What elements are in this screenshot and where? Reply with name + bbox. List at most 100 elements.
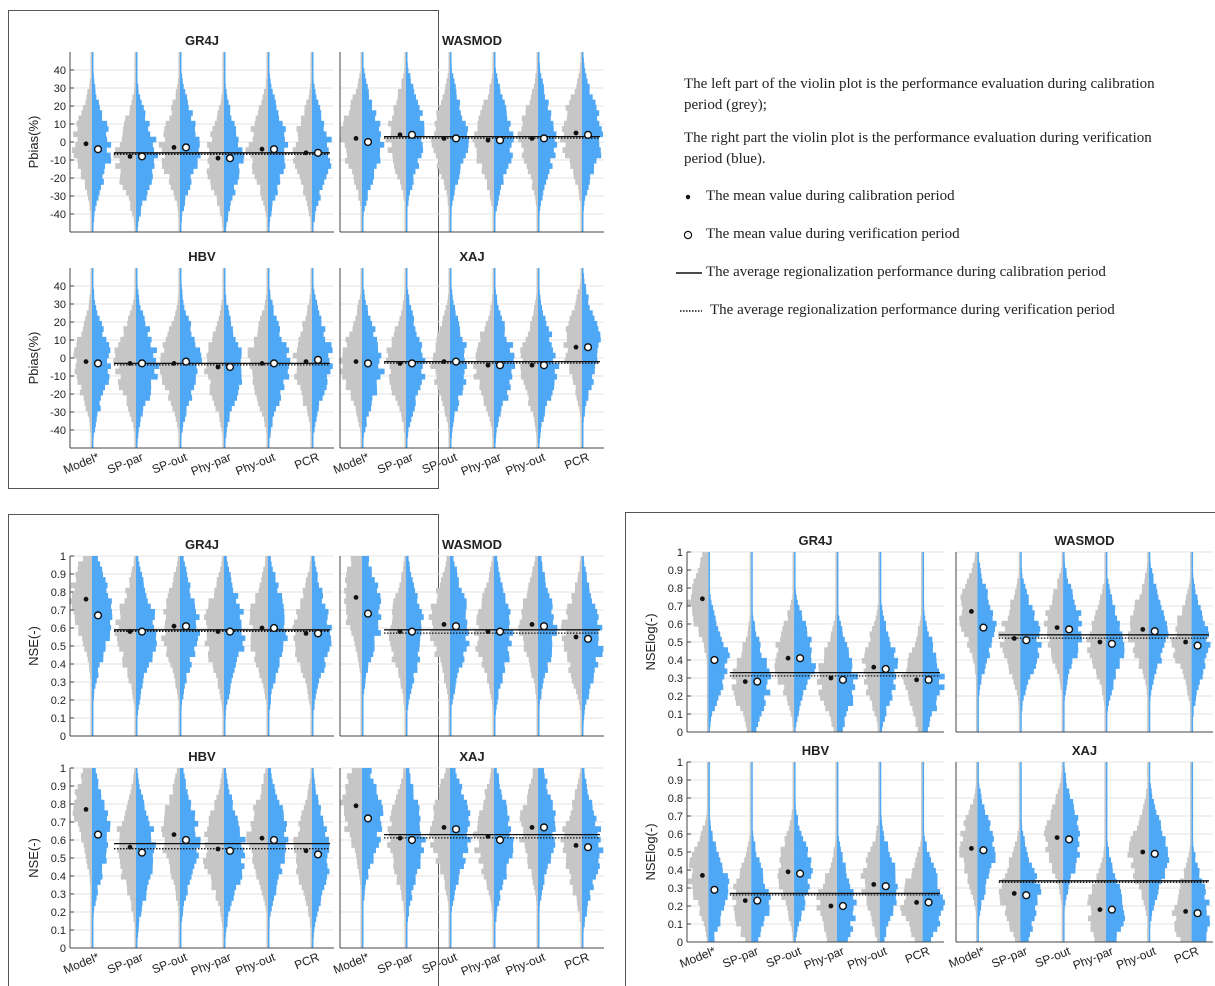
violin-calibration-bin — [134, 926, 136, 933]
violin-verification-bin — [362, 799, 382, 806]
violin-calibration-bin — [692, 867, 709, 874]
violin-verification-bin — [582, 315, 595, 322]
violin-calibration-bin — [877, 604, 880, 611]
y-tick-label: 0.6 — [51, 835, 66, 847]
violin-verification-bin — [450, 299, 454, 306]
violin-calibration-bin — [481, 603, 494, 610]
violin-calibration-bin — [536, 921, 538, 928]
violin-calibration-bin — [566, 852, 582, 859]
violin-calibration-bin — [818, 663, 837, 669]
violin-calibration-bin — [905, 915, 923, 922]
violin-verification-bin — [494, 94, 503, 101]
violin-verification-bin — [582, 305, 590, 311]
violin-verification-bin — [136, 194, 147, 201]
violin-calibration-bin — [921, 573, 923, 579]
violin-verification-bin — [450, 67, 452, 74]
violin-calibration-bin — [792, 594, 795, 601]
violin-calibration-bin — [490, 773, 494, 779]
violin-calibration-bin — [120, 168, 136, 175]
violin-verification-bin — [136, 368, 155, 375]
violin-calibration-bin — [360, 932, 362, 938]
violin-verification-bin — [224, 683, 231, 689]
violin-calibration-bin — [749, 562, 752, 569]
violin-calibration-bin — [164, 842, 180, 848]
violin-calibration-bin — [212, 661, 224, 668]
violin-calibration-bin — [448, 704, 450, 710]
y-tick-label: 0.4 — [668, 655, 683, 667]
violin-calibration-bin — [307, 905, 312, 912]
violin-verification-bin — [224, 73, 226, 79]
violin-verification-bin — [582, 421, 584, 428]
violin-calibration-bin — [448, 725, 450, 732]
violin-verification-bin — [879, 777, 882, 784]
violin-calibration-bin — [125, 810, 136, 817]
violin-calibration-bin — [395, 661, 406, 668]
violin-verification-bin — [406, 889, 412, 896]
violin-verification-bin — [1105, 620, 1120, 627]
violin-calibration-bin — [222, 942, 224, 949]
violin-verification-bin — [538, 640, 553, 647]
violin-calibration-bin — [447, 294, 450, 301]
violin-verification-bin — [794, 867, 813, 874]
violin-calibration-bin — [442, 400, 450, 407]
violin-verification-bin — [92, 426, 96, 433]
violin-verification-bin — [582, 437, 584, 444]
violin-calibration-bin — [212, 136, 224, 143]
violin-calibration-bin — [1190, 552, 1192, 558]
violin-calibration-bin — [222, 89, 224, 95]
violin-verification-bin — [312, 698, 315, 705]
violin-calibration-bin — [476, 614, 494, 620]
violin-verification-bin — [538, 147, 554, 153]
violin-calibration-bin — [310, 720, 312, 726]
violin-verification-bin — [136, 884, 148, 891]
violin-verification-bin — [582, 704, 586, 710]
violin-verification-bin — [450, 608, 466, 615]
violin-calibration-bin — [749, 793, 752, 800]
violin-calibration-bin — [536, 900, 538, 907]
violin-calibration-bin — [360, 226, 362, 233]
violin-verification-bin — [582, 379, 594, 385]
violin-calibration-bin — [250, 640, 268, 647]
violin-calibration-bin — [222, 926, 224, 933]
violin-calibration-bin — [1104, 721, 1106, 728]
violin-calibration-bin — [860, 873, 880, 879]
violin-verification-bin — [406, 352, 423, 359]
violin-calibration-bin — [1147, 710, 1149, 717]
violin-verification-bin — [268, 120, 283, 127]
violin-calibration-bin — [158, 142, 180, 148]
violin-calibration-bin — [735, 915, 752, 922]
violin-verification-bin — [922, 599, 925, 606]
violin-verification-bin — [922, 762, 925, 768]
violin-calibration-bin — [536, 730, 538, 737]
violin-verification-bin — [224, 614, 240, 620]
violin-verification-bin — [879, 615, 885, 622]
violin-calibration-bin — [392, 115, 406, 122]
violin-calibration-bin — [561, 624, 582, 631]
violin-verification-bin — [136, 432, 139, 438]
violin-verification-bin — [268, 368, 288, 375]
violin-calibration-bin — [787, 904, 795, 911]
violin-calibration-bin — [404, 704, 406, 710]
violin-calibration-bin — [698, 626, 709, 632]
violin-calibration-bin — [486, 184, 494, 191]
violin-calibration-bin — [133, 910, 136, 917]
violin-verification-bin — [708, 726, 710, 733]
violin-calibration-bin — [76, 577, 92, 583]
violin-calibration-bin — [308, 205, 312, 212]
violin-verification-bin — [136, 115, 146, 122]
violin-verification-bin — [180, 336, 195, 343]
violin-verification-bin — [582, 147, 601, 153]
violin-calibration-bin — [358, 189, 362, 196]
violin-verification-bin — [494, 368, 512, 375]
violin-calibration-bin — [305, 799, 312, 806]
violin-calibration-bin — [876, 716, 880, 722]
violin-calibration-bin — [209, 646, 224, 652]
violin-verification-bin — [751, 809, 753, 816]
violin-calibration-bin — [1052, 594, 1064, 601]
verification-mean-circle — [495, 136, 505, 145]
violin-calibration-bin — [1014, 684, 1021, 691]
violin-calibration-bin — [178, 942, 180, 949]
violin-verification-bin — [268, 598, 283, 605]
violin-verification-bin — [582, 937, 584, 944]
violin-calibration-bin — [1018, 573, 1021, 579]
